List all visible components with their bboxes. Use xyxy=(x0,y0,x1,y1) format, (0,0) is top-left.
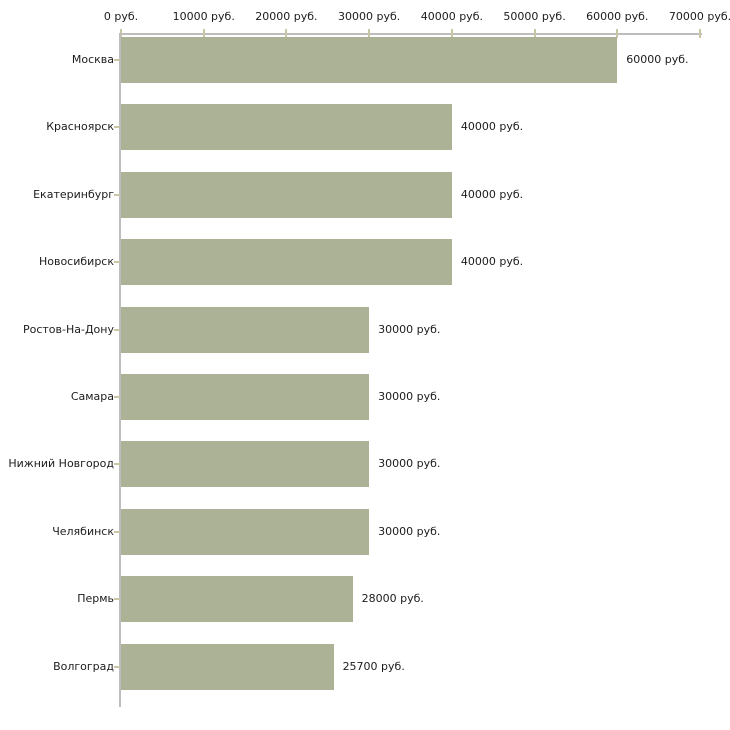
y-axis-line xyxy=(119,33,121,707)
bar xyxy=(121,239,452,286)
category-tick xyxy=(114,193,120,196)
value-label: 40000 руб. xyxy=(460,187,524,201)
value-label: 60000 руб. xyxy=(626,53,689,66)
x-tick-mark xyxy=(450,29,453,38)
value-label: 30000 руб. xyxy=(378,457,441,471)
category-label: Красноярск xyxy=(46,120,114,134)
bar xyxy=(121,508,370,555)
category-tick xyxy=(114,328,120,331)
category-label: Москва xyxy=(71,53,114,66)
category-tick xyxy=(114,126,120,129)
category-tick xyxy=(114,530,120,533)
bar xyxy=(121,104,452,151)
x-tick-label: 40000 руб. xyxy=(420,10,483,23)
category-tick xyxy=(114,261,120,264)
category-label: Нижний Новгород xyxy=(8,457,114,471)
bar xyxy=(121,576,353,623)
x-tick-mark xyxy=(368,29,371,38)
category-label: Пермь xyxy=(77,592,114,606)
value-label: 40000 руб. xyxy=(460,255,524,269)
x-tick-label: 10000 руб. xyxy=(172,10,235,23)
value-label: 30000 руб. xyxy=(378,322,441,336)
value-label: 25700 руб. xyxy=(342,659,405,673)
bar xyxy=(121,441,370,488)
bar xyxy=(121,374,370,420)
x-tick-mark xyxy=(533,29,536,38)
x-tick-mark xyxy=(202,29,205,38)
category-label: Волгоград xyxy=(53,659,114,673)
category-tick xyxy=(114,463,120,466)
category-tick xyxy=(114,59,120,61)
x-tick-mark xyxy=(120,29,122,38)
x-tick-label: 50000 руб. xyxy=(503,10,566,23)
value-label: 28000 руб. xyxy=(361,592,424,606)
x-tick-mark xyxy=(285,29,288,38)
value-label: 40000 руб. xyxy=(460,120,524,134)
category-tick xyxy=(114,396,120,398)
x-tick-label: 20000 руб. xyxy=(255,10,318,23)
category-label: Новосибирск xyxy=(38,255,114,269)
category-label: Самара xyxy=(70,390,114,403)
category-tick xyxy=(114,598,120,601)
category-tick xyxy=(114,665,120,668)
bar xyxy=(121,171,452,218)
category-label: Челябинск xyxy=(52,524,114,538)
bar xyxy=(121,643,334,690)
x-tick-label: 0 руб. xyxy=(103,10,139,23)
bar xyxy=(121,37,618,83)
x-tick-label: 70000 руб. xyxy=(668,10,730,23)
value-label: 30000 руб. xyxy=(378,524,441,538)
bar xyxy=(121,306,370,353)
x-axis-line xyxy=(121,33,702,35)
category-label: Ростов-На-Дону xyxy=(22,322,114,336)
x-tick-label: 60000 руб. xyxy=(586,10,649,23)
x-tick-label: 30000 руб. xyxy=(338,10,401,23)
x-tick-mark xyxy=(699,29,701,38)
value-label: 30000 руб. xyxy=(378,390,441,403)
category-label: Екатеринбург xyxy=(33,187,114,201)
x-tick-mark xyxy=(616,29,619,38)
